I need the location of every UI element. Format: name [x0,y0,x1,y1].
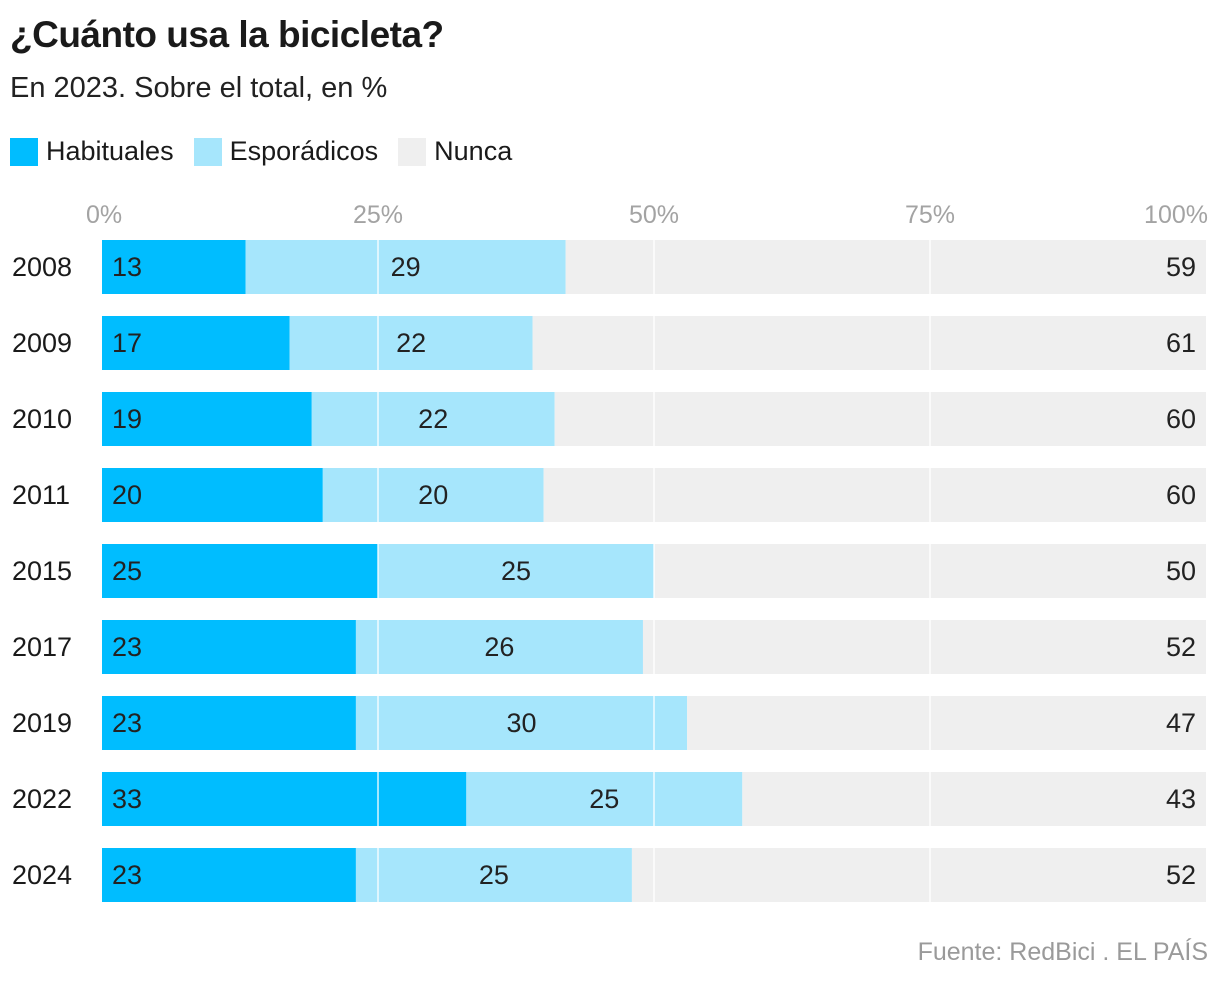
bar-segment [102,620,356,674]
chart-subtitle: En 2023. Sobre el total, en % [10,72,388,104]
legend-swatch-esporadicos [193,137,222,166]
bar-segment [742,772,1206,826]
bar-segment [378,544,654,598]
legend-swatch-habituales [10,137,38,166]
category-label: 2022 [12,784,72,814]
legend-label-esporadicos: Esporádicos [229,136,379,166]
legend-item-habituales: Habituales [10,136,174,167]
bar-segment [532,316,1206,370]
data-label: 22 [418,404,448,434]
data-label: 33 [112,784,142,814]
data-label: 20 [418,480,448,510]
bar-segment [289,316,533,370]
category-label: 2008 [12,252,72,282]
legend-label-nunca: Nunca [434,136,513,166]
legend-label-habituales: Habituales [46,136,174,166]
bar-segment [311,392,555,446]
data-label: 61 [1166,328,1196,358]
data-label: 43 [1166,784,1196,814]
category-label: 2011 [12,480,70,510]
legend-item-nunca: Nunca [398,136,512,167]
data-label: 23 [112,708,142,738]
data-label: 50 [1166,556,1196,586]
data-label: 60 [1166,404,1196,434]
bar-segment [102,316,290,370]
category-label: 2019 [12,708,72,738]
x-tick-label: 75% [905,201,955,229]
bar-segment [102,696,356,750]
bar-segment [642,620,1206,674]
bar-segment [102,544,378,598]
legend: Habituales Esporádicos Nunca [10,136,532,167]
data-label: 52 [1166,860,1196,890]
bar-segment [102,240,246,294]
data-label: 19 [112,404,142,434]
bar-segment [322,468,544,522]
x-tick-label: 0% [86,201,122,229]
data-label: 52 [1166,632,1196,662]
bar-segment [631,848,1206,902]
category-label: 2009 [12,328,72,358]
legend-item-esporadicos: Esporádicos [193,136,379,167]
bar-segment [687,696,1206,750]
x-tick-label: 50% [629,201,679,229]
category-label: 2010 [12,404,72,434]
bar-segment [102,772,467,826]
x-tick-label: 25% [353,201,403,229]
data-label: 47 [1166,708,1196,738]
data-label: 60 [1166,480,1196,510]
source-credit: Fuente: RedBici . EL PAÍS [917,938,1208,966]
data-label: 23 [112,860,142,890]
data-label: 30 [506,708,536,738]
bar-segment [245,240,566,294]
category-label: 2024 [12,860,72,890]
stacked-bar-chart: 0% 25% 50% 75% 100% 2008 13 29 59 2009 17 22 61 2010 1… [12,201,1208,902]
data-label: 25 [479,860,509,890]
chart-title: ¿Cuánto usa la bicicleta? [10,14,444,55]
category-label: 2015 [12,556,72,586]
bar-segment [355,620,643,674]
data-label: 29 [391,252,421,282]
x-tick-label: 100% [1144,201,1208,229]
data-label: 17 [112,328,142,358]
bar-segment [355,848,632,902]
bar-segment [565,240,1206,294]
bar-segment [102,392,312,446]
data-label: 25 [112,556,142,586]
data-label: 59 [1166,252,1196,282]
data-label: 13 [112,252,142,282]
data-label: 22 [396,328,426,358]
category-label: 2017 [12,632,72,662]
data-label: 25 [501,556,531,586]
data-label: 23 [112,632,142,662]
data-label: 25 [589,784,619,814]
bar-segment [355,696,688,750]
bar-segment [466,772,743,826]
bar-segment [102,468,323,522]
legend-swatch-nunca [398,137,427,166]
bar-segment [543,468,1206,522]
data-label: 26 [484,632,514,662]
bar-segment [554,392,1206,446]
bar-segment [102,848,356,902]
data-label: 20 [112,480,142,510]
